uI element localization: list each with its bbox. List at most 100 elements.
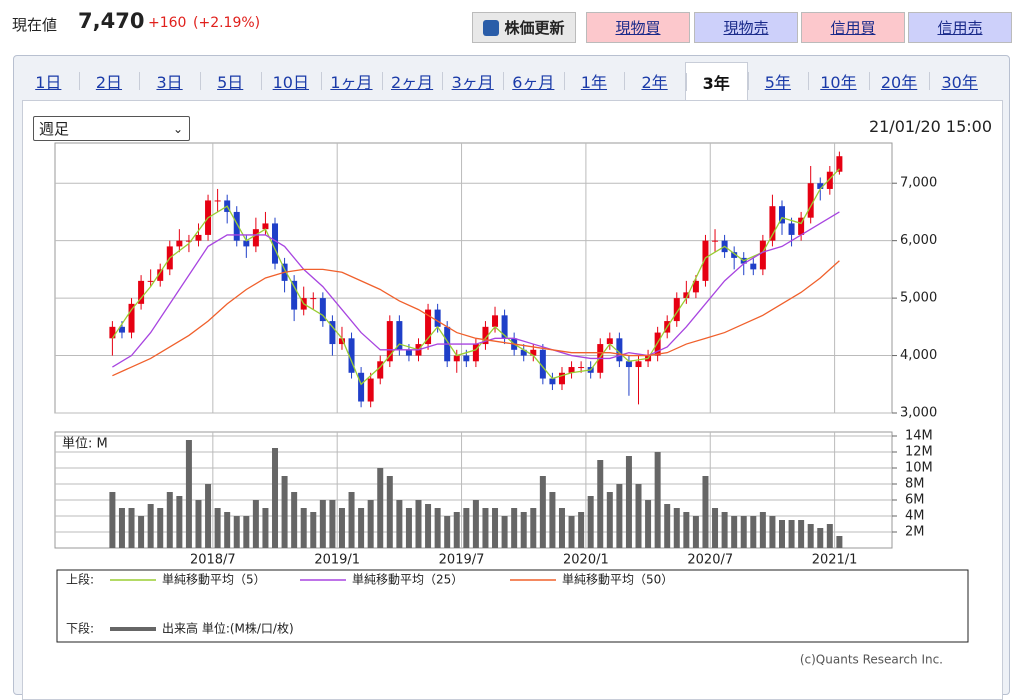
volume-bar xyxy=(817,528,824,548)
candle-body xyxy=(310,298,317,300)
order-button[interactable]: 現物売 xyxy=(694,12,798,43)
volume-bar xyxy=(788,520,795,548)
period-tab[interactable]: 1年 xyxy=(563,62,625,100)
volume-bar xyxy=(128,508,135,548)
period-tab[interactable]: 6ヶ月 xyxy=(503,62,564,100)
select-arrow: ⌄ xyxy=(172,121,183,136)
period-tab[interactable]: 5日 xyxy=(199,62,261,100)
refresh-button[interactable]: 株価更新 xyxy=(472,12,576,43)
volume-bar xyxy=(300,508,307,548)
candle-body xyxy=(291,280,298,310)
candle-body xyxy=(109,326,116,339)
candle-body xyxy=(386,321,393,362)
period-tab[interactable]: 5年 xyxy=(747,62,809,100)
y-tick-label: 12M xyxy=(905,445,933,460)
candle-body xyxy=(338,338,345,345)
volume-bar xyxy=(549,492,556,548)
volume-bar xyxy=(138,516,145,548)
volume-bar xyxy=(731,516,738,548)
order-button[interactable]: 信用売 xyxy=(908,12,1012,43)
volume-unit: 単位: M xyxy=(62,436,108,452)
candle-body xyxy=(233,211,240,241)
legend-label: 単純移動平均（5） xyxy=(162,573,266,587)
volume-bar xyxy=(606,492,613,548)
volume-bar xyxy=(645,500,652,548)
volume-bar xyxy=(578,512,585,548)
volume-bar xyxy=(405,508,412,548)
candle-body xyxy=(319,298,326,322)
candle-body xyxy=(405,349,412,356)
candle-body xyxy=(252,229,259,247)
period-tab[interactable]: 1ヶ月 xyxy=(321,62,382,100)
period-tab[interactable]: 2ヶ月 xyxy=(381,62,443,100)
volume-bar xyxy=(798,520,805,548)
order-button[interactable]: 現物買 xyxy=(586,12,690,43)
y-tick-label: 6M xyxy=(905,493,925,508)
candle-body xyxy=(367,378,374,402)
candle-body xyxy=(377,361,384,379)
period-tab[interactable]: 20年 xyxy=(868,62,930,100)
candle-body xyxy=(329,321,336,345)
volume-bar xyxy=(673,508,680,548)
period-tab[interactable]: 2日 xyxy=(78,62,140,100)
candle-body xyxy=(558,372,565,385)
period-tab[interactable]: 1日 xyxy=(35,73,62,92)
candle-body xyxy=(750,263,757,270)
period-tab[interactable]: 10年 xyxy=(808,62,869,100)
period-tab[interactable]: 2年 xyxy=(624,62,685,100)
period-tab[interactable]: 3ヶ月 xyxy=(442,62,503,100)
order-button[interactable]: 信用買 xyxy=(801,12,905,43)
candle-body xyxy=(185,240,192,242)
volume-bar xyxy=(281,476,288,548)
volume-bar xyxy=(654,452,661,548)
volume-bar xyxy=(444,516,451,548)
period-tab[interactable]: 30年 xyxy=(929,62,990,100)
current-price: 7,470 xyxy=(78,9,145,33)
volume-bar xyxy=(185,440,192,548)
candle-body xyxy=(501,315,508,339)
volume-bar xyxy=(386,476,393,548)
volume-bar xyxy=(539,476,546,548)
volume-bar xyxy=(702,476,709,548)
candle-body xyxy=(530,349,537,356)
price-label: 現在値 xyxy=(12,16,58,34)
volume-bar xyxy=(807,524,814,548)
volume-bar xyxy=(348,492,355,548)
volume-bar xyxy=(157,508,164,548)
legend-upper: 上段: xyxy=(66,572,94,587)
candle-body xyxy=(625,361,632,368)
price-change: +160 xyxy=(148,15,187,31)
candle-body xyxy=(712,240,719,242)
volume-bar xyxy=(291,492,298,548)
volume-bar xyxy=(683,512,690,548)
period-tabs: 1日 2日 3日 5日 10日 1ヶ月 2ヶ月 3ヶ月 6ヶ月 1年 2年 3年 5年 10年 20年 30年 xyxy=(18,62,990,100)
candle-body xyxy=(759,240,766,270)
volume-bar xyxy=(625,456,632,548)
volume-bar xyxy=(492,508,499,548)
candle-body xyxy=(176,240,183,247)
candle-body xyxy=(396,321,403,350)
legend-label: 単純移動平均（25） xyxy=(352,573,463,587)
candle-body xyxy=(568,367,575,373)
volume-bar xyxy=(262,508,269,548)
volume-bar xyxy=(826,524,833,548)
volume-bar xyxy=(319,500,326,548)
period-tab[interactable]: 3年 xyxy=(684,62,748,100)
refresh-label: 株価更新 xyxy=(504,19,565,37)
candle-body xyxy=(654,332,661,356)
volume-bar xyxy=(520,512,527,548)
period-tab[interactable]: 3日 xyxy=(139,62,200,100)
period-select[interactable]: 週足 ⌄ xyxy=(33,116,190,141)
volume-bar xyxy=(664,504,671,548)
volume-bar xyxy=(205,484,212,548)
candle-body xyxy=(731,252,738,258)
candle-body xyxy=(826,171,833,189)
volume-bar xyxy=(558,508,565,548)
x-tick-label: 2018/7 xyxy=(190,553,236,568)
candle-body xyxy=(606,338,613,345)
period-tab[interactable]: 10日 xyxy=(260,62,322,100)
volume-bar xyxy=(759,512,766,548)
volume-bar xyxy=(396,500,403,548)
volume-bar xyxy=(568,516,575,548)
volume-bar xyxy=(750,516,757,548)
